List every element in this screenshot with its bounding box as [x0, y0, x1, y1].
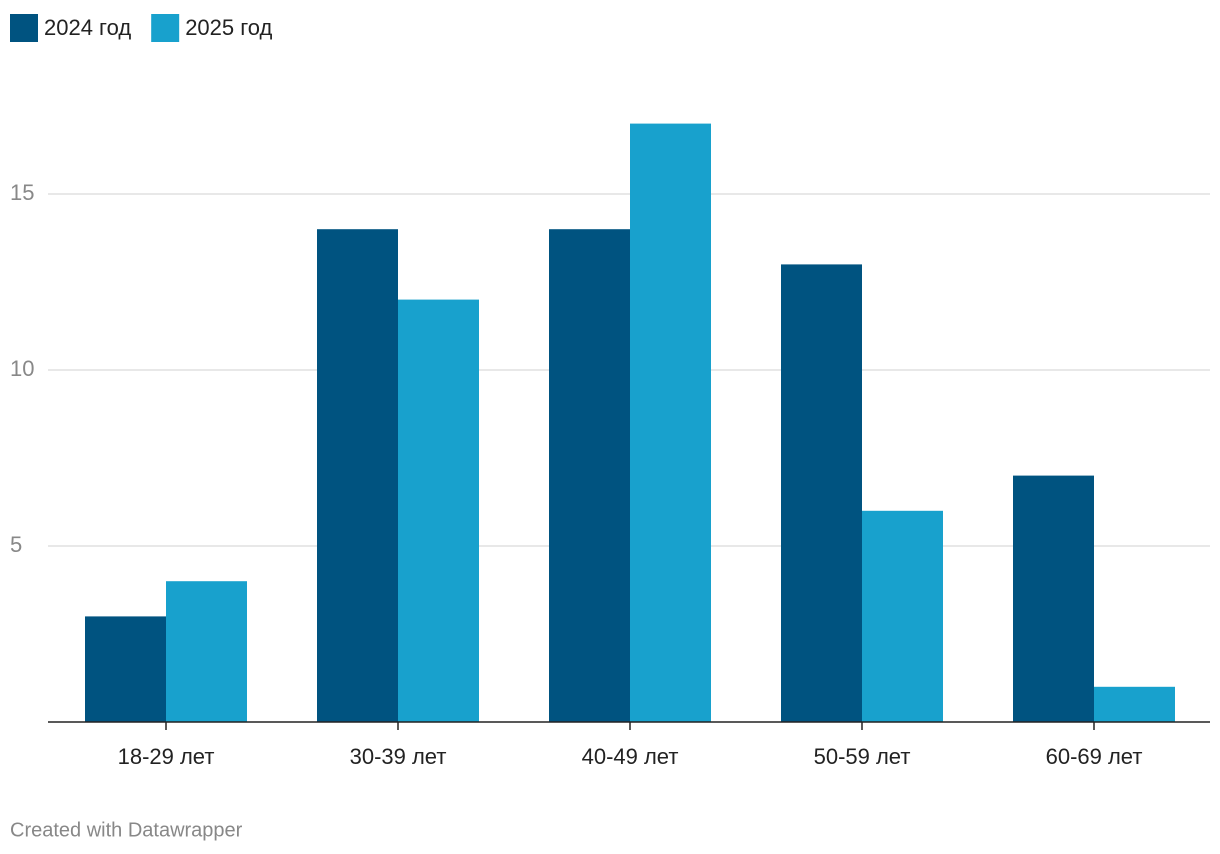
footer: Created with Datawrapper [10, 819, 243, 841]
bar [85, 616, 166, 722]
bar [1013, 475, 1094, 722]
x-tick-label: 30-39 лет [350, 744, 447, 769]
bar [1094, 686, 1175, 722]
bar [630, 123, 711, 723]
legend-label: 2024 год [44, 15, 131, 40]
bar [549, 229, 630, 722]
legend-swatch [10, 14, 38, 42]
x-tick-label: 18-29 лет [118, 744, 215, 769]
bar [317, 229, 398, 722]
legend-label: 2025 год [185, 15, 272, 40]
x-tick-label: 50-59 лет [814, 744, 911, 769]
bar [398, 299, 479, 722]
legend-swatch [151, 14, 180, 42]
x-tick-label: 40-49 лет [582, 744, 679, 769]
y-tick-label: 15 [10, 180, 34, 205]
bar [166, 581, 247, 722]
y-tick-label: 10 [10, 356, 34, 381]
y-tick-label: 5 [10, 532, 22, 557]
x-tick-label: 60-69 лет [1046, 744, 1143, 769]
bar [781, 264, 862, 722]
bar [862, 510, 943, 722]
